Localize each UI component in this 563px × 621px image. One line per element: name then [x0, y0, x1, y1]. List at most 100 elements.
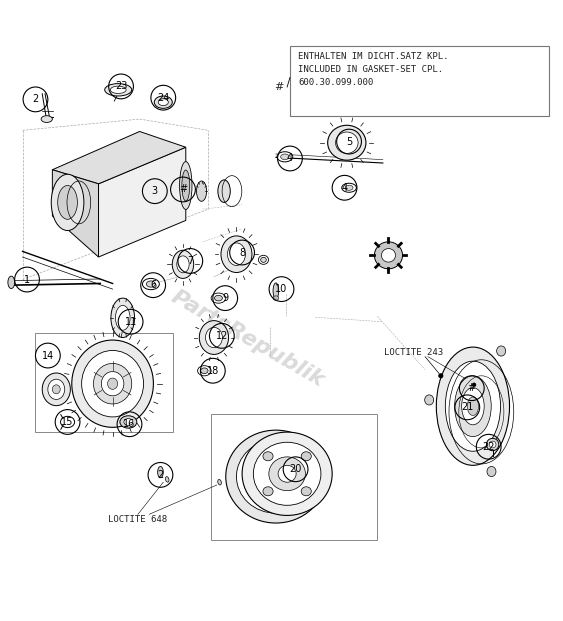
Text: 3: 3: [152, 186, 158, 196]
Ellipse shape: [280, 154, 289, 160]
Bar: [211, 414, 377, 540]
Bar: [290, 46, 549, 116]
Ellipse shape: [439, 374, 443, 378]
Ellipse shape: [158, 99, 168, 106]
Text: 5: 5: [346, 137, 352, 147]
Text: 2: 2: [157, 470, 164, 480]
Ellipse shape: [454, 376, 491, 437]
Text: LOCTITE 243: LOCTITE 243: [384, 348, 444, 357]
Text: #: #: [274, 82, 283, 92]
Ellipse shape: [146, 281, 155, 287]
Text: 4: 4: [287, 153, 293, 163]
Text: 6: 6: [150, 280, 156, 290]
Ellipse shape: [58, 186, 78, 219]
Ellipse shape: [158, 466, 163, 478]
Ellipse shape: [142, 278, 159, 289]
Ellipse shape: [108, 378, 118, 389]
Text: 22: 22: [482, 442, 495, 451]
Ellipse shape: [51, 175, 84, 230]
Ellipse shape: [72, 340, 153, 427]
Text: 15: 15: [61, 417, 74, 427]
Polygon shape: [99, 147, 186, 257]
Text: 8: 8: [239, 248, 245, 258]
Ellipse shape: [120, 416, 137, 428]
Ellipse shape: [196, 181, 207, 201]
Text: 24: 24: [157, 93, 169, 102]
Ellipse shape: [497, 346, 506, 356]
Text: 16: 16: [123, 419, 136, 429]
Ellipse shape: [462, 388, 484, 425]
Ellipse shape: [200, 368, 208, 374]
Ellipse shape: [218, 180, 230, 202]
Ellipse shape: [342, 183, 356, 193]
Text: 18: 18: [207, 366, 219, 376]
Ellipse shape: [472, 383, 476, 387]
Ellipse shape: [52, 385, 60, 394]
Ellipse shape: [41, 116, 52, 122]
Text: 4: 4: [342, 183, 347, 193]
Ellipse shape: [115, 306, 130, 330]
Ellipse shape: [48, 379, 65, 399]
Text: #: #: [179, 184, 187, 194]
Ellipse shape: [172, 250, 194, 278]
Text: ENTHALTEN IM DICHT.SATZ KPL.
INCLUDED IN GASKET-SET CPL.
600.30.099.000: ENTHALTEN IM DICHT.SATZ KPL. INCLUDED IN…: [298, 52, 449, 87]
Text: 14: 14: [42, 350, 54, 361]
Ellipse shape: [336, 132, 358, 153]
Ellipse shape: [42, 373, 70, 406]
Ellipse shape: [278, 465, 296, 483]
Ellipse shape: [124, 419, 133, 425]
Ellipse shape: [82, 350, 144, 417]
Ellipse shape: [180, 161, 192, 209]
Ellipse shape: [221, 236, 252, 273]
Bar: [35, 333, 173, 432]
Polygon shape: [52, 132, 186, 184]
Ellipse shape: [105, 84, 132, 96]
Text: 11: 11: [124, 317, 137, 327]
Ellipse shape: [215, 296, 222, 301]
Ellipse shape: [263, 451, 273, 461]
Ellipse shape: [345, 185, 353, 190]
Ellipse shape: [436, 347, 510, 465]
Ellipse shape: [198, 366, 211, 376]
Ellipse shape: [301, 487, 311, 496]
Ellipse shape: [166, 477, 169, 482]
Ellipse shape: [381, 248, 395, 262]
Ellipse shape: [211, 293, 226, 303]
Text: 9: 9: [222, 293, 228, 303]
Ellipse shape: [199, 320, 229, 355]
Ellipse shape: [101, 371, 124, 396]
Ellipse shape: [301, 451, 311, 461]
Ellipse shape: [445, 361, 501, 451]
Ellipse shape: [182, 170, 190, 201]
Ellipse shape: [467, 397, 479, 415]
Ellipse shape: [93, 363, 132, 404]
Ellipse shape: [218, 479, 221, 485]
Text: 2: 2: [32, 94, 39, 104]
Text: 7: 7: [187, 256, 194, 266]
Ellipse shape: [486, 438, 499, 451]
Ellipse shape: [177, 256, 189, 273]
Ellipse shape: [261, 257, 266, 262]
Ellipse shape: [277, 152, 293, 162]
Text: 20: 20: [289, 465, 302, 474]
Ellipse shape: [258, 255, 269, 265]
Text: 10: 10: [275, 284, 288, 294]
Ellipse shape: [8, 276, 15, 289]
Ellipse shape: [110, 86, 126, 94]
Text: 21: 21: [461, 402, 473, 412]
Polygon shape: [52, 170, 99, 257]
Text: LOCTITE 648: LOCTITE 648: [108, 515, 168, 525]
Ellipse shape: [242, 432, 332, 515]
Text: PartsRepublik: PartsRepublik: [168, 287, 328, 391]
Ellipse shape: [253, 442, 321, 505]
Ellipse shape: [226, 430, 326, 523]
Text: 1: 1: [24, 274, 30, 284]
Ellipse shape: [269, 457, 305, 491]
Ellipse shape: [425, 395, 434, 405]
Ellipse shape: [205, 327, 222, 348]
Ellipse shape: [328, 125, 366, 160]
Ellipse shape: [263, 487, 273, 496]
Ellipse shape: [273, 296, 279, 301]
Ellipse shape: [154, 96, 172, 109]
Ellipse shape: [273, 283, 279, 299]
